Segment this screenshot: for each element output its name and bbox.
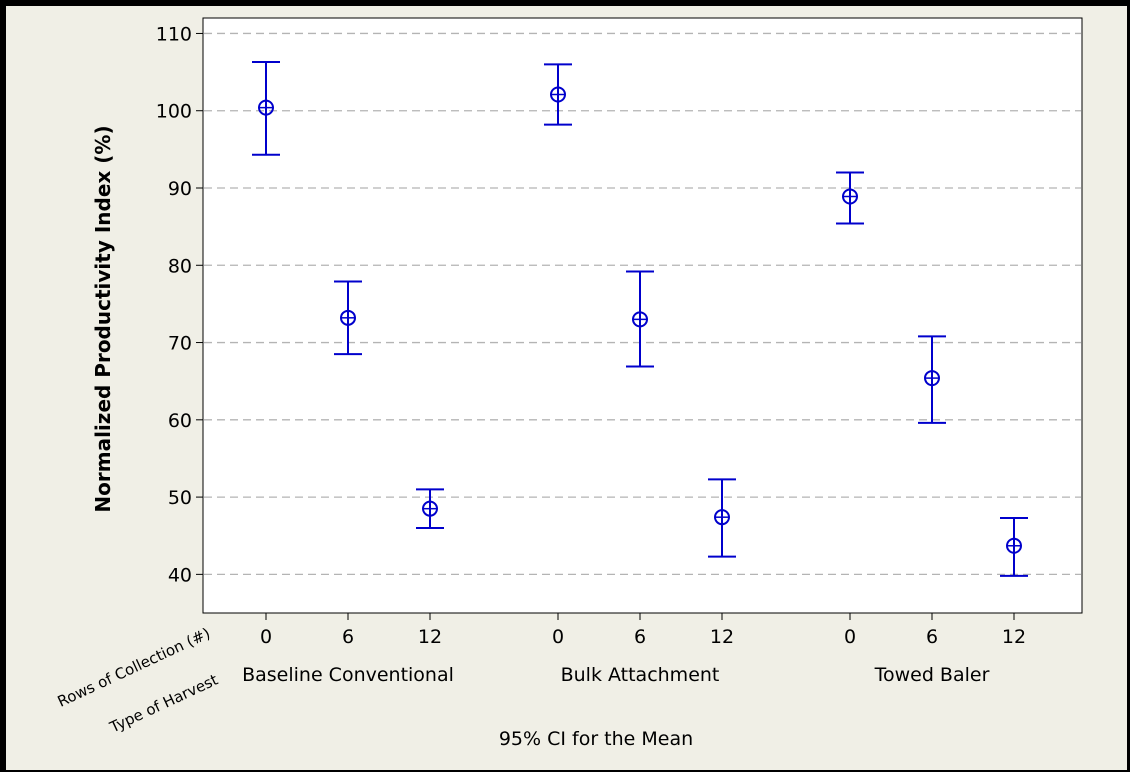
y-tick-label-110: 110 — [156, 23, 192, 45]
y-axis-title: Normalized Productivity Index (%) — [91, 125, 115, 512]
grid-lines — [204, 32, 1081, 576]
y-tick-label-80: 80 — [168, 255, 192, 277]
y-tick-label-50: 50 — [168, 487, 192, 509]
y-tick-label-40: 40 — [168, 564, 192, 586]
chart-caption: 95% CI for the Mean — [499, 728, 693, 750]
x-tick-label: 0 — [260, 626, 272, 648]
x-tick-label: 12 — [418, 626, 442, 648]
group-label-0: Baseline Conventional — [242, 664, 454, 686]
interval-marks — [252, 61, 1028, 577]
y-tick-label-70: 70 — [168, 333, 192, 355]
x-tick-label: 6 — [634, 626, 646, 648]
group-label-2: Towed Baler — [874, 664, 990, 686]
x-tick-label: 6 — [342, 626, 354, 648]
y-tick-label-90: 90 — [168, 178, 192, 200]
x-tick-label: 12 — [1002, 626, 1026, 648]
group-label-1: Bulk Attachment — [561, 664, 720, 686]
plot-area — [202, 17, 1083, 614]
x-tick-label: 12 — [710, 626, 734, 648]
x-axis: 0 6 12 0 6 12 0 6 12 Baseline Conventional Bulk At… — [242, 613, 1026, 686]
x-tick-label: 6 — [926, 626, 938, 648]
y-axis: 40 50 60 70 80 90 100 110 — [156, 23, 203, 586]
x-tick-label: 0 — [552, 626, 564, 648]
y-tick-label-60: 60 — [168, 410, 192, 432]
y-tick-label-100: 100 — [156, 101, 192, 123]
x-tick-label: 0 — [844, 626, 856, 648]
